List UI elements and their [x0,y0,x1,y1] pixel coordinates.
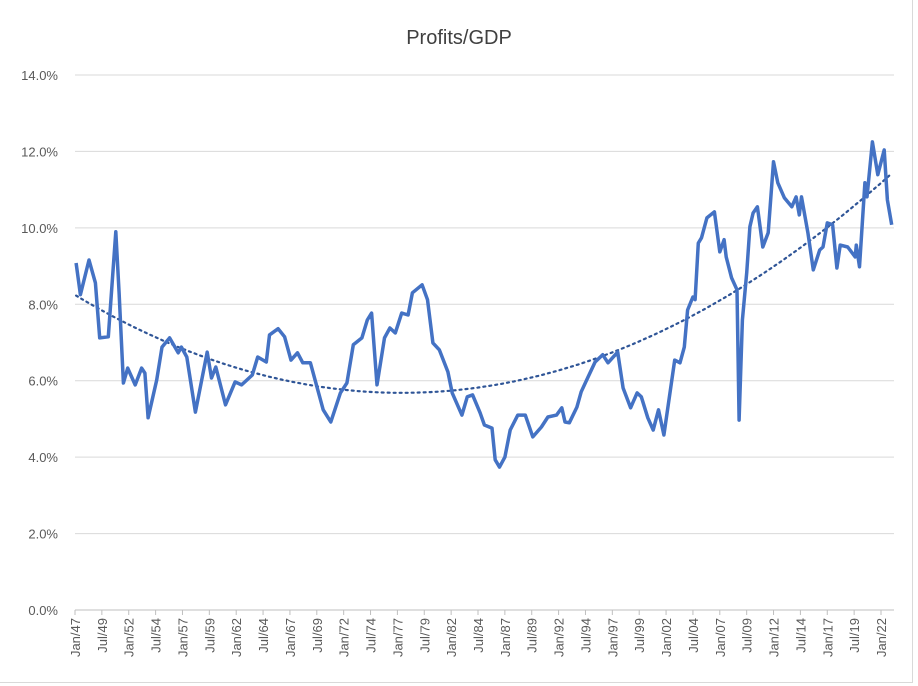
x-tick-label: Jul/94 [578,618,593,653]
y-tick-label: 2.0% [28,527,58,542]
chart-title: Profits/GDP [406,27,512,49]
trendline [75,173,892,394]
x-tick-label: Jul/09 [740,618,755,653]
x-tick-label: Jul/64 [256,618,271,653]
x-tick-label: Jan/57 [175,618,190,657]
x-tick-label: Jan/52 [122,618,137,657]
y-tick-label: 12.0% [21,144,58,159]
y-tick-label: 14.0% [21,68,58,83]
x-tick-label: Jan/92 [552,618,567,657]
x-tick-label: Jan/97 [605,618,620,657]
y-tick-label: 6.0% [28,374,58,389]
x-tick-label: Jan/07 [713,618,728,657]
x-tick-label: Jan/72 [337,618,352,657]
gridlines [75,74,894,611]
x-tick-label: Jan/12 [767,618,782,657]
y-tick-label: 4.0% [28,450,58,465]
x-tick-label: Jul/84 [471,618,486,653]
y-tick-label: 0.0% [28,603,58,618]
x-tick-label: Jan/47 [68,618,83,657]
y-axis-labels: 0.0% 2.0% 4.0% 6.0% 8.0% 10.0% 12.0% 14.0% [21,68,58,618]
x-tick-label: Jan/82 [444,618,459,657]
y-tick-label: 8.0% [28,297,58,312]
x-tick-label: Jul/79 [417,618,432,653]
x-tick-label: Jan/77 [390,618,405,657]
data-points [75,141,892,468]
x-tick-label: Jul/04 [686,618,701,653]
x-tick-label: Jan/67 [283,618,298,657]
x-tick-label: Jul/99 [632,618,647,653]
x-axis: Jan/47 Jul/49 Jan/52 Jul/54 Jan/57 Jul/59 Jan/… [68,609,894,657]
y-tick-label: 10.0% [21,221,58,236]
x-tick-label: Jan/17 [820,618,835,657]
x-tick-label: Jul/74 [364,618,379,653]
x-tick-label: Jul/19 [847,618,862,653]
x-tick-label: Jan/62 [229,618,244,657]
x-tick-label: Jul/59 [202,618,217,653]
x-tick-label: Jul/89 [525,618,540,653]
x-tick-label: Jan/87 [498,618,513,657]
x-tick-label: Jul/14 [793,618,808,653]
x-tick-label: Jul/54 [149,618,164,653]
x-tick-label: Jul/69 [310,618,325,653]
x-tick-label: Jul/49 [95,618,110,653]
x-tick-label: Jan/02 [659,618,674,657]
x-tick-label: Jan/22 [874,618,889,657]
